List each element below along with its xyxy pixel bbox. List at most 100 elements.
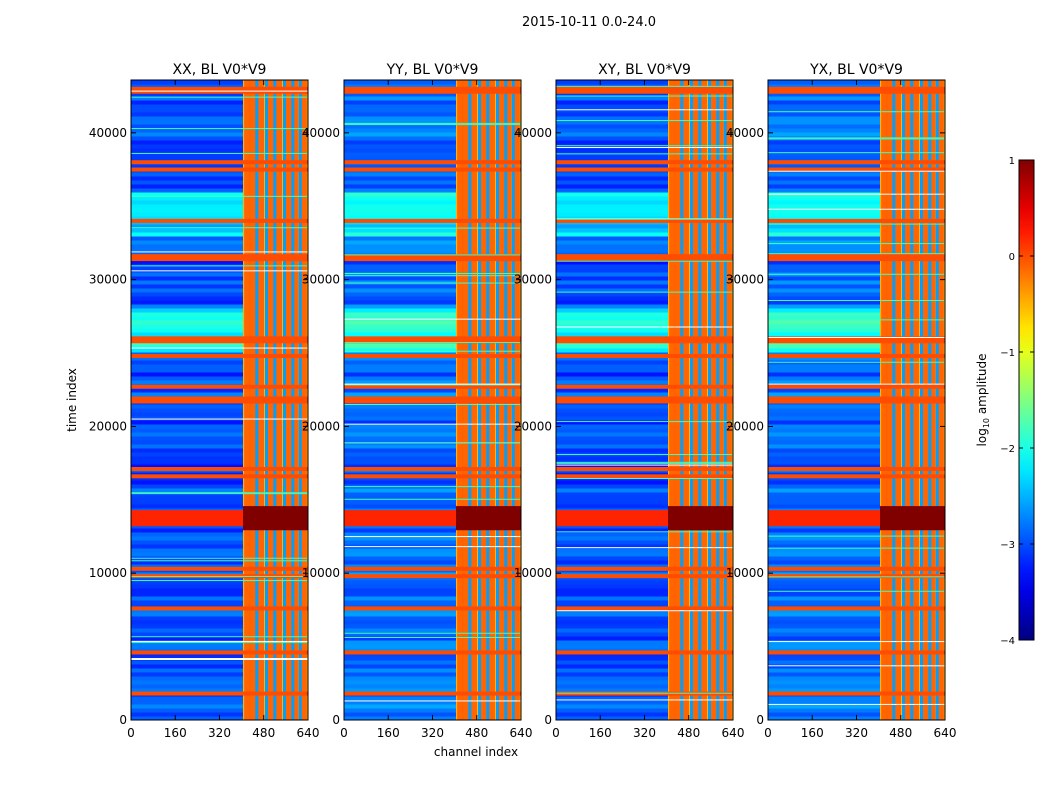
heatmap-row (556, 120, 669, 125)
time-line (556, 692, 733, 694)
rfi-time-row (131, 254, 308, 259)
heatmap-row (768, 420, 881, 425)
heatmap-row (768, 632, 881, 637)
heatmap-row (556, 188, 669, 193)
heatmap-row (768, 416, 881, 421)
time-line (131, 575, 308, 577)
panel-title: XY, BL V0*V9 (598, 62, 691, 78)
rfi-time-row (131, 257, 308, 262)
heatmap-row (768, 152, 881, 157)
heatmap-row (768, 676, 881, 681)
heatmap-row (131, 600, 244, 605)
heatmap-row (344, 196, 457, 201)
heatmap-row (131, 104, 244, 109)
heatmap-row (768, 580, 881, 585)
heatmap-row (768, 560, 881, 565)
heatmap-row (556, 552, 669, 557)
heatmap-row (344, 96, 457, 101)
y-tick-label: 30000 (302, 273, 340, 287)
rfi-time-row (131, 339, 308, 344)
rfi-time-row (556, 566, 733, 571)
heatmap-row (131, 80, 244, 85)
heatmap-row (768, 368, 881, 373)
rfi-time-row (344, 86, 521, 91)
heatmap-row (556, 296, 669, 301)
y-tick-label: 0 (119, 713, 127, 727)
heatmap-row (556, 360, 669, 365)
heatmap-row (344, 124, 457, 129)
time-line (344, 546, 521, 548)
rfi-time-row (344, 474, 521, 479)
heatmap-row (556, 348, 669, 353)
x-tick-label: 640 (722, 726, 745, 740)
rfi-time-row (768, 339, 945, 344)
rfi-time-row (344, 167, 521, 172)
heatmap-row (131, 548, 244, 553)
rfi-time-row (344, 574, 521, 579)
rfi-time-row (768, 336, 945, 341)
time-line (131, 418, 308, 420)
time-line (768, 111, 945, 113)
heatmap-row (131, 288, 244, 293)
x-tick-label: 0 (340, 726, 348, 740)
time-line (344, 318, 521, 320)
heatmap-row (768, 296, 881, 301)
time-line (131, 90, 308, 92)
heatmap-row (768, 176, 881, 181)
heatmap-row (768, 404, 881, 409)
heatmap-row (556, 536, 669, 541)
heatmap-row (131, 680, 244, 685)
heatmap-row (131, 324, 244, 329)
heatmap-row (344, 636, 457, 641)
heatmap-row (131, 560, 244, 565)
heatmap-row (131, 368, 244, 373)
heatmap-row (556, 204, 669, 209)
time-line (556, 85, 733, 87)
heatmap-row (344, 648, 457, 653)
x-tick-label: 320 (633, 726, 656, 740)
heatmap-row (344, 624, 457, 629)
heatmap-row (768, 148, 881, 153)
heatmap-row (556, 680, 669, 685)
heatmap-row (556, 576, 669, 581)
heatmap-row (131, 192, 244, 197)
heatmap-row (768, 612, 881, 617)
heatmap-row (131, 108, 244, 113)
time-line (768, 383, 945, 385)
heatmap-row (344, 700, 457, 705)
heatmap-row (131, 92, 244, 97)
heatmap-row (344, 632, 457, 637)
heatmap-row (768, 660, 881, 665)
heatmap-row (344, 564, 457, 569)
heatmap-row (556, 688, 669, 693)
heatmap-row (344, 320, 457, 325)
heatmap-row (131, 308, 244, 313)
y-tick-label: 30000 (89, 273, 127, 287)
rfi-time-row (556, 606, 733, 611)
heatmap-row (344, 344, 457, 349)
heatmap-row (768, 528, 881, 533)
heatmap-row (556, 580, 669, 585)
time-line (768, 223, 945, 225)
heatmap-row (768, 80, 881, 85)
heatmap-row (768, 656, 881, 661)
heatmap-row (344, 368, 457, 373)
heatmap-row (556, 704, 669, 709)
heatmap-row (131, 332, 244, 337)
heatmap-row (131, 96, 244, 101)
heatmap-row (556, 124, 669, 129)
heatmap-row (344, 688, 457, 693)
heatmap-row (556, 660, 669, 665)
heatmap-row (556, 412, 669, 417)
heatmap-row (556, 224, 669, 229)
rfi-time-row (556, 254, 733, 259)
heatmap-row (131, 240, 244, 245)
heatmap-row (131, 188, 244, 193)
heatmap-row (768, 716, 881, 720)
heatmap-row (131, 432, 244, 437)
time-line (768, 273, 945, 275)
heatmap-row (344, 596, 457, 601)
heatmap-row (768, 196, 881, 201)
heatmap-row (556, 392, 669, 397)
heatmap-row (131, 364, 244, 369)
